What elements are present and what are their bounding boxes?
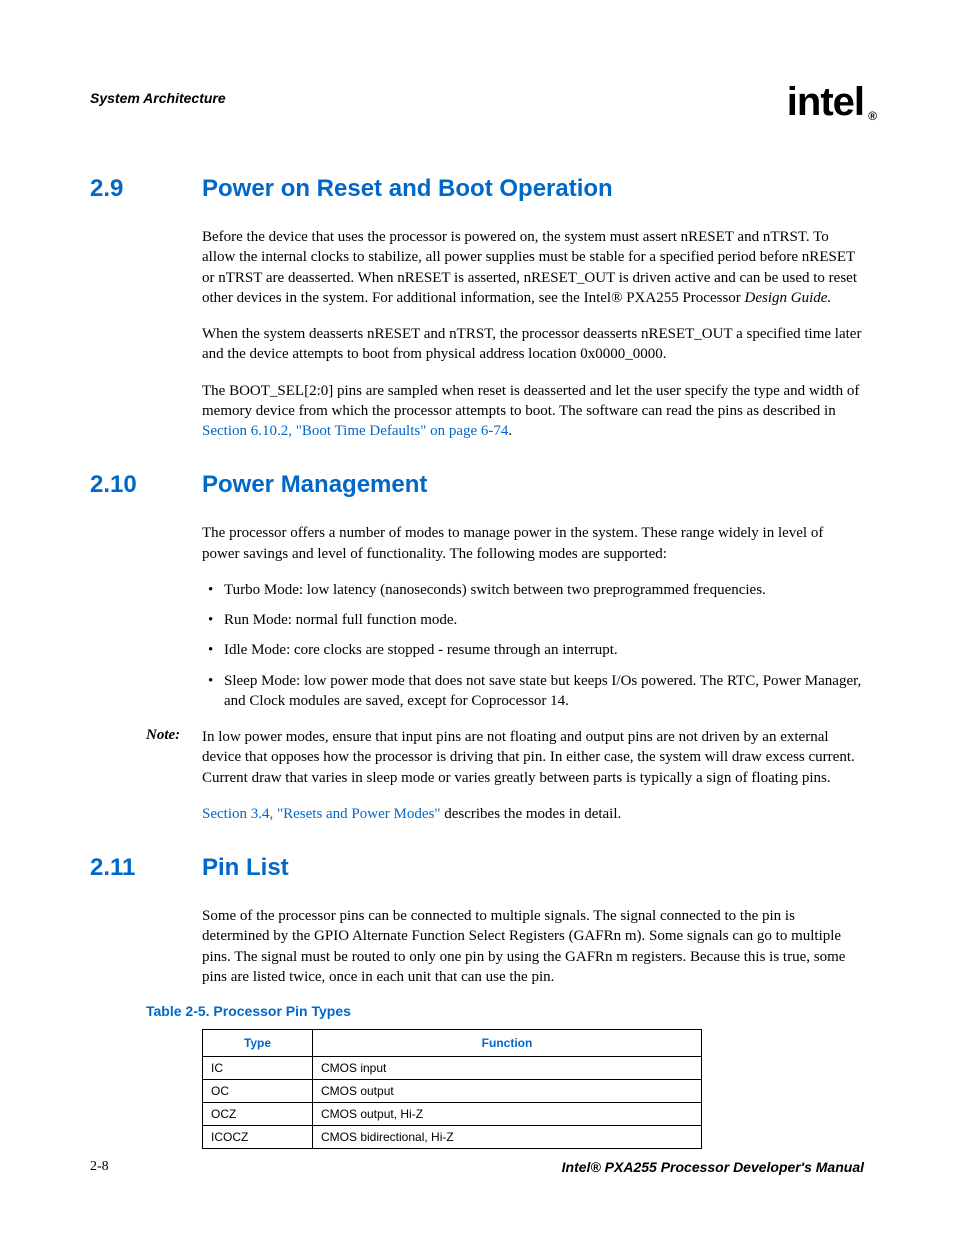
section-title: Power Management: [202, 471, 427, 499]
table-row: ICOCZ CMOS bidirectional, Hi-Z: [203, 1126, 702, 1149]
section-heading: 2.9 Power on Reset and Boot Operation: [90, 175, 864, 203]
logo-registered: ®: [868, 109, 876, 123]
section-number: 2.11: [90, 854, 202, 882]
table-cell: OC: [203, 1080, 313, 1103]
section-number: 2.9: [90, 175, 202, 203]
table-cell: ICOCZ: [203, 1126, 313, 1149]
paragraph: Some of the processor pins can be connec…: [202, 906, 864, 987]
table-cell: IC: [203, 1057, 313, 1080]
paragraph: The BOOT_SEL[2:0] pins are sampled when …: [202, 381, 864, 442]
section-body: Before the device that uses the processo…: [202, 227, 864, 441]
table-cell: CMOS input: [313, 1057, 702, 1080]
section-2-9: 2.9 Power on Reset and Boot Operation Be…: [90, 175, 864, 441]
section-2-11: 2.11 Pin List Some of the processor pins…: [90, 854, 864, 1149]
paragraph: When the system deasserts nRESET and nTR…: [202, 324, 864, 365]
section-body: Some of the processor pins can be connec…: [202, 906, 864, 987]
section-body: Section 3.4, "Resets and Power Modes" de…: [202, 804, 864, 824]
paragraph: Section 3.4, "Resets and Power Modes" de…: [202, 804, 864, 824]
page-footer: 2-8 Intel® PXA255 Processor Developer's …: [90, 1159, 864, 1175]
bullet-list: Turbo Mode: low latency (nanoseconds) sw…: [202, 580, 864, 711]
table-cell: CMOS output, Hi-Z: [313, 1103, 702, 1126]
note-body: In low power modes, ensure that input pi…: [202, 727, 864, 788]
pin-types-table: Type Function IC CMOS input OC CMOS outp…: [202, 1029, 702, 1149]
table-row: IC CMOS input: [203, 1057, 702, 1080]
cross-reference-link[interactable]: Section 3.4, "Resets and Power Modes": [202, 806, 440, 822]
table-cell: CMOS output: [313, 1080, 702, 1103]
table-row: OCZ CMOS output, Hi-Z: [203, 1103, 702, 1126]
paragraph: Before the device that uses the processo…: [202, 227, 864, 308]
table-caption: Table 2-5. Processor Pin Types: [146, 1003, 864, 1019]
italic-text: Design Guide.: [745, 290, 832, 306]
table-header-row: Type Function: [203, 1030, 702, 1057]
list-item: Turbo Mode: low latency (nanoseconds) sw…: [202, 580, 864, 600]
section-title: Power on Reset and Boot Operation: [202, 175, 613, 203]
column-header: Function: [313, 1030, 702, 1057]
section-number: 2.10: [90, 471, 202, 499]
intel-logo: intel®: [787, 80, 864, 125]
section-heading: 2.10 Power Management: [90, 471, 864, 499]
section-heading: 2.11 Pin List: [90, 854, 864, 882]
list-item: Idle Mode: core clocks are stopped - res…: [202, 640, 864, 660]
list-item: Sleep Mode: low power mode that does not…: [202, 671, 864, 712]
logo-text: intel: [787, 80, 864, 124]
note-label: Note:: [146, 727, 202, 788]
column-header: Type: [203, 1030, 313, 1057]
chapter-title: System Architecture: [90, 90, 226, 106]
paragraph: The processor offers a number of modes t…: [202, 523, 864, 564]
document-title: Intel® PXA255 Processor Developer's Manu…: [562, 1159, 864, 1175]
note-block: Note: In low power modes, ensure that in…: [90, 727, 864, 788]
section-2-10: 2.10 Power Management The processor offe…: [90, 471, 864, 824]
section-title: Pin List: [202, 854, 289, 882]
table-cell: OCZ: [203, 1103, 313, 1126]
section-body: The processor offers a number of modes t…: [202, 523, 864, 711]
cross-reference-link[interactable]: Section 6.10.2, "Boot Time Defaults" on …: [202, 423, 508, 439]
list-item: Run Mode: normal full function mode.: [202, 610, 864, 630]
table-cell: CMOS bidirectional, Hi-Z: [313, 1126, 702, 1149]
page-header: System Architecture intel®: [90, 80, 864, 125]
page-number: 2-8: [90, 1159, 109, 1175]
table-row: OC CMOS output: [203, 1080, 702, 1103]
